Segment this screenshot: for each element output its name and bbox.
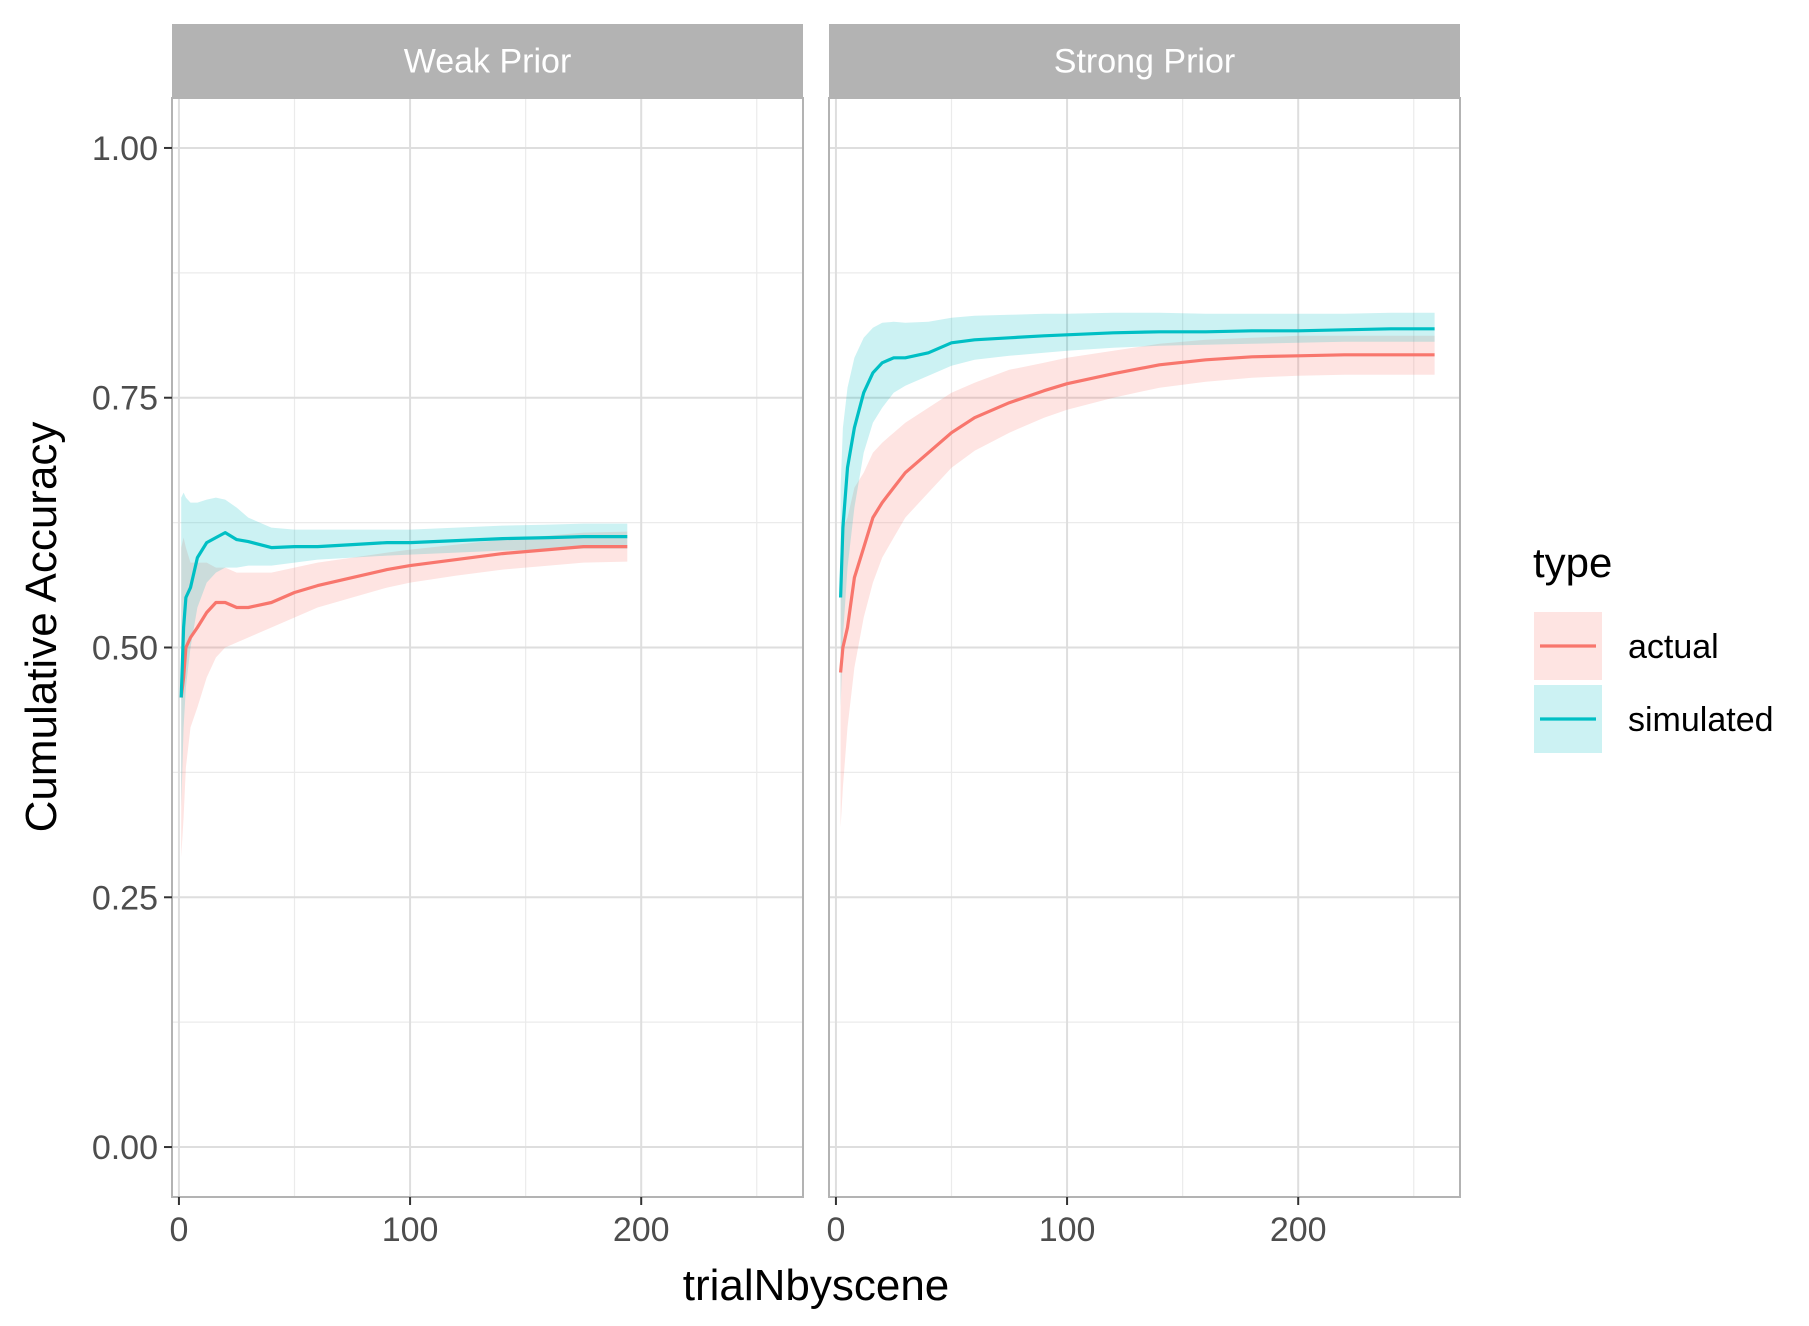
line-actual [839,353,1435,673]
x-tick-label: 100 [382,1211,439,1249]
legend-item-actual: actual [1534,612,1719,680]
facet-panel-2: Strong Prior 0 100 200 [826,24,1461,1249]
ribbon-simulated [181,492,628,808]
legend-label: actual [1628,628,1719,666]
line-simulated [179,530,628,698]
facet-strip [172,24,803,97]
facet-panels: Weak Prior 0 100 200 Strong Prior 0 100 200 [169,24,1461,1249]
facet-strip-label: Strong Prior [1054,43,1235,81]
x-tick-label: 0 [826,1211,845,1249]
x-tick-label: 200 [613,1211,670,1249]
y-tick-label: 1.00 [92,130,158,168]
panel-border [828,97,1461,1198]
x-tick-label: 100 [1039,1211,1096,1249]
x-tick-label: 0 [169,1211,188,1249]
x-tick-label: 200 [1270,1211,1327,1249]
y-tick-label: 0.25 [92,879,158,917]
y-axis: 0.00 0.25 0.50 0.75 1.00 [92,130,172,1167]
legend-item-simulated: simulated [1534,685,1774,753]
facet-strip [829,24,1460,97]
ribbon-simulated [840,312,1435,708]
x-axis-title: trialNbyscene [683,1261,950,1310]
y-tick-label: 0.75 [92,380,158,418]
line-simulated [839,327,1435,598]
y-tick-label: 0.00 [92,1129,158,1167]
legend-label: simulated [1628,701,1774,739]
legend-title: type [1533,539,1612,586]
facet-panel-1: Weak Prior 0 100 200 [169,24,804,1249]
facet-strip-label: Weak Prior [404,43,572,81]
line-actual [179,544,628,698]
ribbon-actual [181,531,628,858]
y-axis-title: Cumulative Accuracy [17,422,66,833]
legend-items: actual simulated [1534,612,1774,753]
legend: type actual simulated [1533,539,1774,753]
y-tick-label: 0.50 [92,630,158,668]
